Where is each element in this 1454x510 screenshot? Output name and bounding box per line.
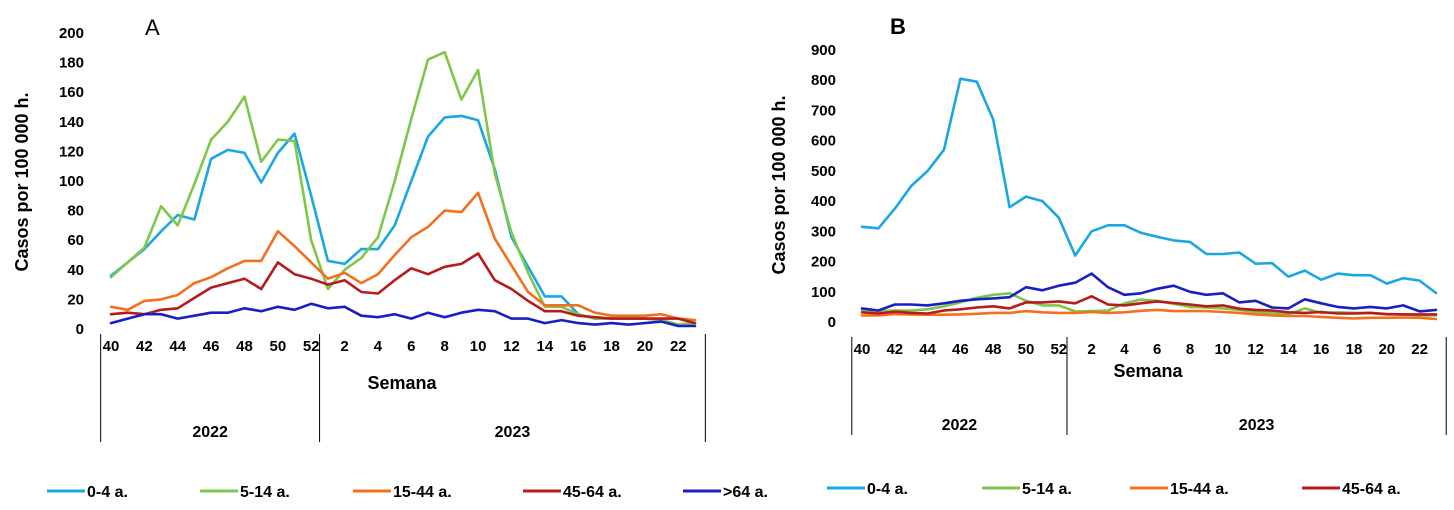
x-tick-label: 20 xyxy=(1378,341,1395,358)
x-tick-label: 44 xyxy=(169,338,186,355)
chart-panel-b: B 0 100 200 300 400 500 600 700 800 900 Casos por 1… xyxy=(769,14,1447,498)
x-tick-label: 8 xyxy=(1186,341,1194,358)
series-line-0-4-a- xyxy=(860,77,1438,295)
y-tick-label: 200 xyxy=(59,25,84,42)
x-tick-label: 52 xyxy=(303,338,320,355)
y-tick-label: 80 xyxy=(67,203,84,220)
x-tick-label: 14 xyxy=(536,338,553,355)
y-tick-label: 800 xyxy=(811,72,836,89)
y-tick-label: 100 xyxy=(59,173,84,190)
y-tick-label: 140 xyxy=(59,114,84,131)
x-tick-label: 40 xyxy=(854,341,871,358)
year-label: 2023 xyxy=(495,424,531,441)
x-tick-label: 16 xyxy=(1313,341,1330,358)
series-line-45-64-a- xyxy=(109,252,697,325)
legend-item-0-4-a-: 0-4 a. xyxy=(827,481,908,498)
x-tick-label: 18 xyxy=(603,338,620,355)
legend-label: 0-4 a. xyxy=(867,481,908,498)
x-tick-label: 22 xyxy=(670,338,687,355)
y-tick-label: 700 xyxy=(811,102,836,119)
legend-label: 15-44 a. xyxy=(393,484,452,501)
series-line--64-a- xyxy=(109,302,697,328)
x-tick-label: 20 xyxy=(637,338,654,355)
y-tick-label: 300 xyxy=(811,223,836,240)
y-axis-label: Casos por 100 000 h. xyxy=(12,92,32,271)
series-line-45-64-a- xyxy=(860,294,1438,316)
y-tick-label: 200 xyxy=(811,254,836,271)
y-tick-label: 600 xyxy=(811,133,836,150)
legend-item-5-14-a-: 5-14 a. xyxy=(982,481,1072,498)
legend-label: 5-14 a. xyxy=(240,484,290,501)
y-tick-label: 60 xyxy=(67,232,84,249)
panel-label: A xyxy=(145,15,160,40)
x-tick-label: 42 xyxy=(136,338,153,355)
y-tick-label: 160 xyxy=(59,84,84,101)
x-tick-label: 46 xyxy=(203,338,220,355)
series-line-15-44-a- xyxy=(109,191,697,322)
y-tick-label: 400 xyxy=(811,193,836,210)
x-tick-label: 52 xyxy=(1050,341,1067,358)
x-tick-label: 10 xyxy=(1214,341,1231,358)
legend-label: 5-14 a. xyxy=(1022,481,1072,498)
y-tick-label: 40 xyxy=(67,262,84,279)
x-tick-label: 22 xyxy=(1411,341,1428,358)
y-axis-label: Casos por 100 000 h. xyxy=(769,95,789,274)
legend-label: 45-64 a. xyxy=(1342,481,1401,498)
x-tick-label: 48 xyxy=(985,341,1002,358)
legend-item--64-a-: >64 a. xyxy=(683,484,768,501)
y-tick-label: 100 xyxy=(811,284,836,301)
y-tick-label: 900 xyxy=(811,42,836,59)
legend-label: 0-4 a. xyxy=(87,484,128,501)
x-tick-label: 4 xyxy=(1120,341,1129,358)
x-tick-label: 50 xyxy=(270,338,287,355)
legend-item-5-14-a-: 5-14 a. xyxy=(200,484,290,501)
y-tick-label: 0 xyxy=(828,314,836,331)
x-tick-label: 18 xyxy=(1346,341,1363,358)
x-tick-label: 44 xyxy=(919,341,936,358)
year-label: 2022 xyxy=(942,417,978,434)
year-label: 2023 xyxy=(1239,417,1275,434)
series-line-5-14-a- xyxy=(109,50,697,326)
legend-item-15-44-a-: 15-44 a. xyxy=(1130,481,1229,498)
x-tick-label: 8 xyxy=(441,338,449,355)
x-tick-label: 4 xyxy=(374,338,383,355)
legend-label: 15-44 a. xyxy=(1170,481,1229,498)
panel-label: B xyxy=(890,14,906,39)
x-tick-label: 40 xyxy=(103,338,120,355)
y-tick-label: 500 xyxy=(811,163,836,180)
x-tick-label: 16 xyxy=(570,338,587,355)
legend-label: >64 a. xyxy=(723,484,768,501)
x-tick-label: 12 xyxy=(1247,341,1264,358)
x-tick-label: 14 xyxy=(1280,341,1297,358)
x-tick-label: 48 xyxy=(236,338,253,355)
legend-item-45-64-a-: 45-64 a. xyxy=(1302,481,1401,498)
series-line-15-44-a- xyxy=(860,308,1438,321)
y-tick-label: 120 xyxy=(59,143,84,160)
x-tick-label: 12 xyxy=(503,338,520,355)
x-axis-label: Semana xyxy=(1113,361,1183,381)
x-tick-label: 50 xyxy=(1018,341,1035,358)
x-tick-label: 42 xyxy=(886,341,903,358)
y-tick-label: 0 xyxy=(76,321,84,338)
x-tick-label: 6 xyxy=(407,338,415,355)
x-tick-label: 2 xyxy=(340,338,348,355)
y-tick-label: 20 xyxy=(67,291,84,308)
legend-item-15-44-a-: 15-44 a. xyxy=(353,484,452,501)
legend-label: 45-64 a. xyxy=(563,484,622,501)
legend-item-45-64-a-: 45-64 a. xyxy=(523,484,622,501)
legend-item-0-4-a-: 0-4 a. xyxy=(47,484,128,501)
y-tick-label: 180 xyxy=(59,55,84,72)
year-label: 2022 xyxy=(192,424,228,441)
x-axis-label: Semana xyxy=(367,373,437,393)
series-line-5-14-a- xyxy=(860,291,1438,317)
x-tick-label: 6 xyxy=(1153,341,1161,358)
x-tick-label: 10 xyxy=(470,338,487,355)
series-line--64-a- xyxy=(860,272,1438,313)
chart-panel-a: A 0 20 40 60 80 100 120 140 160 180 200 Casos por 10… xyxy=(12,15,768,501)
x-tick-label: 46 xyxy=(952,341,969,358)
x-tick-label: 2 xyxy=(1087,341,1095,358)
